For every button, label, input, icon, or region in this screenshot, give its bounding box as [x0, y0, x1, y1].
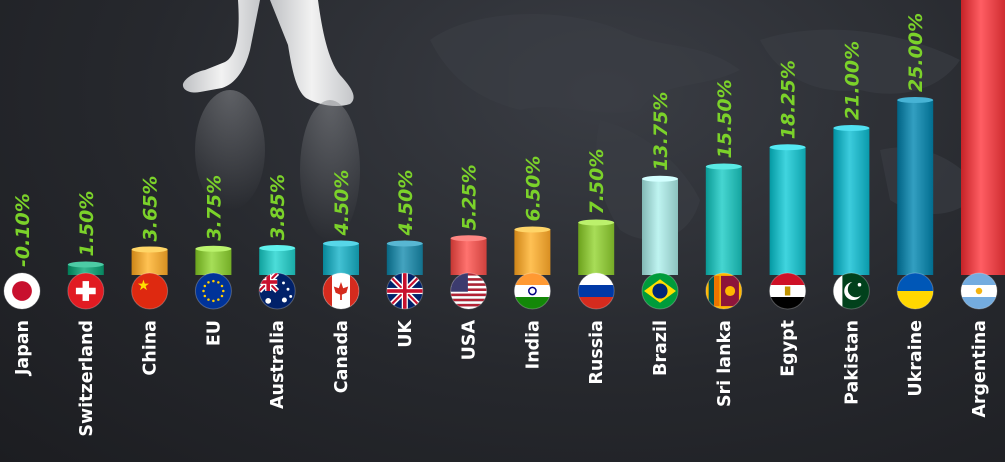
china-flag: ★: [131, 272, 169, 310]
category-label: Brazil: [651, 320, 671, 376]
bar-cap: [131, 246, 168, 253]
value-label: 3.65%: [140, 176, 162, 242]
bar-cap: [514, 226, 551, 233]
india-flag: [513, 272, 551, 310]
japan-flag: [3, 272, 41, 310]
value-label: 4.50%: [395, 170, 417, 237]
bar-cap: [833, 125, 870, 131]
bar-canada: [323, 243, 359, 275]
uk-flag: [386, 272, 424, 310]
bar-switzerland: [67, 264, 104, 275]
sri-lanka-flag: [705, 272, 743, 310]
category-label: Japan: [13, 320, 33, 376]
value-label: 25.00%: [905, 13, 927, 92]
bar-ukraine: [897, 100, 934, 275]
bar-cap: [195, 245, 232, 252]
value-label: 21.00%: [841, 41, 863, 120]
category-label: UK: [396, 319, 416, 348]
value-label: 5.25%: [459, 164, 481, 230]
bar-cap: [386, 240, 423, 247]
category-label: Sri lanka: [715, 320, 735, 407]
pakistan-flag: [832, 272, 870, 310]
bar-cap: [67, 261, 104, 268]
category-label: Pakistan: [842, 320, 862, 405]
brazil-flag: [641, 272, 679, 310]
category-label: Russia: [587, 320, 607, 385]
bar-cap: [705, 163, 742, 170]
bar-russia: [578, 222, 615, 275]
category-label: Argentina: [970, 320, 990, 418]
bar-india: [514, 229, 551, 275]
bar-cap: [450, 235, 487, 242]
bar-argentina: [961, 0, 1005, 275]
category-label: Australia: [268, 320, 288, 409]
category-label: Canada: [332, 320, 352, 393]
ukraine-flag: [896, 272, 934, 310]
bar-eu: [195, 248, 232, 275]
category-label: China: [141, 320, 161, 376]
value-label: 18.25%: [778, 60, 800, 139]
value-label: 1.50%: [76, 191, 98, 257]
bar-cap: [323, 240, 359, 247]
bar-cap: [769, 144, 806, 151]
canada-flag: [322, 272, 360, 310]
eu-flag: [194, 272, 232, 310]
argentina-flag: [960, 272, 998, 310]
egypt-flag: [769, 272, 807, 310]
category-label: Ukraine: [906, 320, 926, 397]
svg-text:★: ★: [137, 278, 150, 294]
bar-australia: [259, 248, 296, 275]
value-label: 3.85%: [267, 174, 289, 240]
bar-china: [131, 249, 168, 275]
bar-brazil: [642, 178, 678, 275]
value-label: 4.50%: [331, 170, 353, 237]
category-label: USA: [460, 320, 480, 361]
usa-flag: [450, 272, 488, 310]
value-label: -0.10%: [12, 193, 34, 267]
value-label: 13.75%: [650, 92, 672, 171]
category-label: India: [523, 320, 543, 369]
switzerland-flag: [67, 272, 105, 310]
bar-cap: [259, 245, 296, 252]
bar-sri-lanka: [705, 166, 742, 275]
russia-flag: [577, 272, 615, 310]
bar-cap: [578, 219, 615, 226]
bar-cap: [897, 97, 934, 103]
value-label: 6.50%: [522, 156, 544, 222]
value-label: 15.50%: [714, 79, 736, 158]
bar-egypt: [769, 147, 806, 275]
bar-cap: [642, 175, 678, 182]
bar-pakistan: [833, 128, 870, 275]
category-label: Egypt: [779, 320, 799, 377]
bar-uk: [386, 243, 423, 275]
value-label: 7.50%: [586, 149, 608, 215]
category-label: EU: [204, 320, 224, 346]
australia-flag: [258, 272, 296, 310]
bar-usa: [450, 238, 487, 275]
value-label: 3.75%: [203, 175, 225, 241]
category-label: Switzerland: [77, 320, 97, 437]
